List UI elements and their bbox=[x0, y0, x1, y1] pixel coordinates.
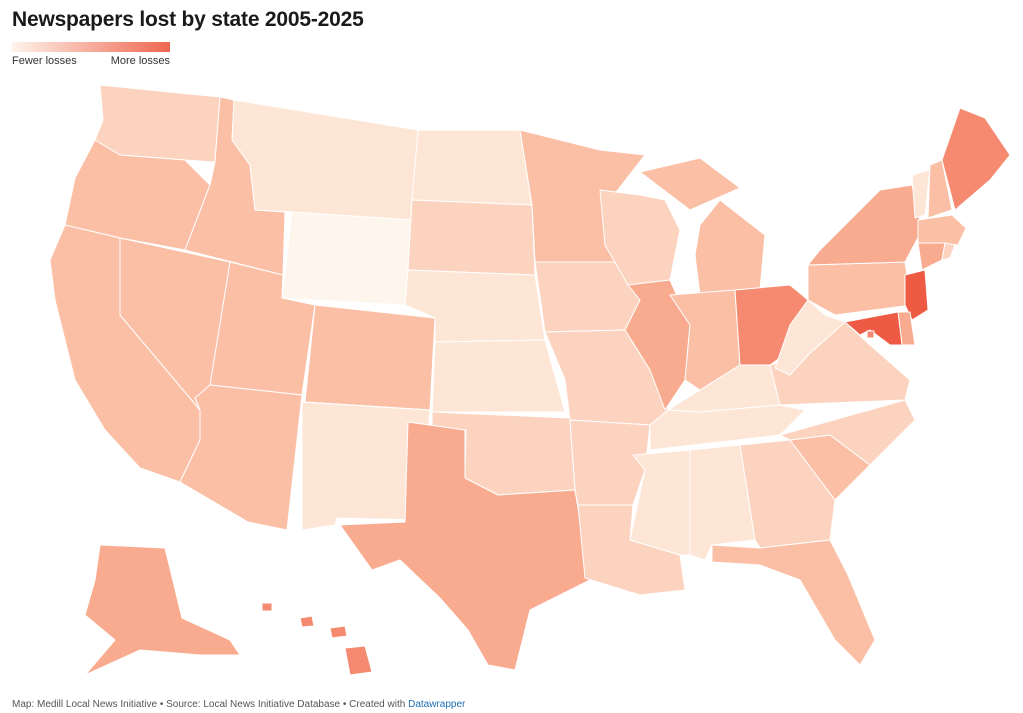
state-nh[interactable] bbox=[927, 159, 953, 219]
state-ks[interactable] bbox=[431, 339, 566, 413]
state-wv[interactable] bbox=[774, 299, 846, 376]
state-hi[interactable] bbox=[261, 602, 373, 676]
legend-gradient-bar bbox=[12, 42, 170, 52]
footer-separator-1: • bbox=[157, 699, 167, 710]
state-tx[interactable] bbox=[339, 421, 591, 671]
state-fl[interactable] bbox=[711, 539, 876, 666]
state-dc[interactable] bbox=[866, 330, 875, 339]
footer-credits: Map: Medill Local News Initiative • Sour… bbox=[12, 699, 465, 710]
datawrapper-link[interactable]: Datawrapper bbox=[408, 699, 466, 710]
legend-high-label: More losses bbox=[110, 55, 170, 67]
state-wa[interactable] bbox=[94, 84, 221, 163]
state-az[interactable] bbox=[179, 384, 303, 531]
state-la[interactable] bbox=[577, 504, 686, 596]
state-mt[interactable] bbox=[231, 99, 419, 221]
created-with-label: Created with bbox=[349, 699, 409, 710]
state-pa[interactable] bbox=[807, 261, 913, 316]
state-ri[interactable] bbox=[941, 242, 956, 261]
state-ny[interactable] bbox=[807, 184, 923, 266]
state-ak[interactable] bbox=[84, 544, 241, 676]
state-vt[interactable] bbox=[911, 169, 931, 219]
source-credit: Source: Local News Initiative Database bbox=[166, 699, 341, 710]
state-ma[interactable] bbox=[917, 214, 967, 246]
map-credit: Map: Medill Local News Initiative bbox=[12, 699, 158, 710]
state-nd[interactable] bbox=[411, 129, 533, 206]
states-layer bbox=[49, 84, 1011, 676]
state-sd[interactable] bbox=[407, 199, 536, 276]
state-ar[interactable] bbox=[569, 419, 651, 506]
state-md[interactable] bbox=[844, 311, 903, 346]
state-co[interactable] bbox=[304, 304, 436, 411]
state-nm[interactable] bbox=[301, 401, 431, 531]
color-legend: Fewer losses More losses bbox=[12, 42, 170, 71]
state-wy[interactable] bbox=[281, 211, 413, 306]
state-ct[interactable] bbox=[917, 242, 946, 271]
state-nj[interactable] bbox=[904, 269, 929, 321]
legend-low-label: Fewer losses bbox=[12, 55, 77, 67]
footer-separator-2: • bbox=[340, 699, 350, 710]
state-tn[interactable] bbox=[649, 404, 806, 451]
map-title: Newspapers lost by state 2005-2025 bbox=[12, 8, 364, 31]
legend-labels: Fewer losses More losses bbox=[12, 55, 170, 71]
state-wi[interactable] bbox=[599, 189, 681, 286]
state-me[interactable] bbox=[941, 107, 1011, 211]
